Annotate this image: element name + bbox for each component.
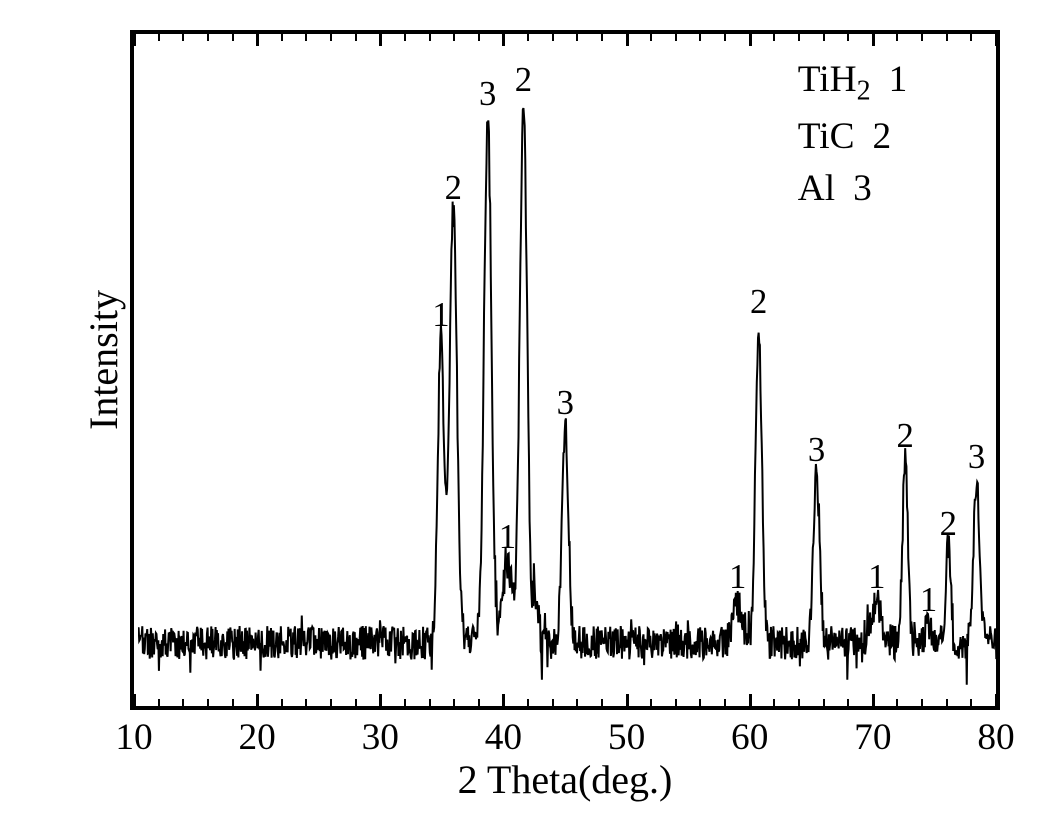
x-major-tick [995,694,998,706]
x-minor-tick [158,34,160,41]
peak-label: 2 [445,169,462,208]
x-minor-tick [453,699,455,706]
x-tick-label: 80 [977,716,1014,759]
x-minor-tick [404,34,406,41]
y-axis-label: Intensity [80,260,127,460]
x-major-tick [133,34,136,46]
x-major-tick [502,694,505,706]
x-minor-tick [946,34,948,41]
peak-labels: 12312312312123 [138,38,1000,710]
x-tick-label: 40 [485,716,522,759]
x-minor-tick [552,699,554,706]
x-minor-tick [798,699,800,706]
x-minor-tick [207,34,209,41]
x-minor-tick [478,34,480,41]
x-minor-tick [601,699,603,706]
x-axis-label: 2 Theta(deg.) [435,756,695,803]
x-major-tick [626,694,629,706]
peak-label: 1 [499,518,516,557]
x-minor-tick [675,699,677,706]
xrd-figure: TiH21TiC2Al3 12312312312123 Intensity 2 … [40,20,1004,817]
x-minor-tick [478,699,480,706]
x-minor-tick [355,34,357,41]
x-minor-tick [823,699,825,706]
x-minor-tick [305,699,307,706]
x-minor-tick [527,699,529,706]
peak-label: 2 [940,505,957,544]
x-minor-tick [232,699,234,706]
x-minor-tick [847,699,849,706]
x-minor-tick [921,699,923,706]
x-minor-tick [158,699,160,706]
peak-label: 2 [515,61,532,100]
x-minor-tick [798,34,800,41]
x-major-tick [502,34,505,46]
x-tick-label: 20 [238,716,275,759]
x-minor-tick [970,34,972,41]
x-minor-tick [896,699,898,706]
x-minor-tick [305,34,307,41]
x-minor-tick [847,34,849,41]
x-minor-tick [330,34,332,41]
x-minor-tick [823,34,825,41]
x-major-tick [749,694,752,706]
x-minor-tick [182,34,184,41]
x-minor-tick [281,34,283,41]
x-minor-tick [650,699,652,706]
x-major-tick [995,34,998,46]
x-minor-tick [699,699,701,706]
x-minor-tick [921,34,923,41]
x-minor-tick [896,34,898,41]
x-major-tick [872,694,875,706]
x-minor-tick [527,34,529,41]
peak-label: 1 [920,581,937,620]
x-major-tick [872,34,875,46]
x-major-tick [133,694,136,706]
x-minor-tick [773,699,775,706]
peak-label: 3 [557,384,574,423]
x-major-tick [256,34,259,46]
x-minor-tick [429,699,431,706]
x-minor-tick [182,699,184,706]
x-minor-tick [970,699,972,706]
x-major-tick [626,34,629,46]
x-major-tick [379,34,382,46]
x-minor-tick [601,34,603,41]
x-major-tick [379,694,382,706]
peak-label: 3 [968,438,985,477]
x-major-tick [749,34,752,46]
peak-label: 1 [432,296,449,335]
x-tick-label: 50 [608,716,645,759]
peak-label: 1 [868,558,885,597]
x-minor-tick [232,34,234,41]
x-minor-tick [946,699,948,706]
plot-area: TiH21TiC2Al3 12312312312123 [130,30,1000,710]
x-major-tick [256,694,259,706]
x-minor-tick [773,34,775,41]
x-minor-tick [552,34,554,41]
x-tick-label: 10 [115,716,152,759]
x-minor-tick [281,699,283,706]
peak-label: 3 [808,431,825,470]
x-minor-tick [650,34,652,41]
x-minor-tick [453,34,455,41]
x-minor-tick [576,34,578,41]
x-minor-tick [724,34,726,41]
x-minor-tick [404,699,406,706]
x-minor-tick [724,699,726,706]
x-tick-label: 70 [854,716,891,759]
x-minor-tick [699,34,701,41]
peak-label: 2 [750,283,767,322]
x-minor-tick [207,699,209,706]
peak-label: 1 [729,558,746,597]
peak-label: 2 [897,417,914,456]
x-minor-tick [675,34,677,41]
x-tick-label: 30 [362,716,399,759]
x-minor-tick [355,699,357,706]
x-minor-tick [429,34,431,41]
x-tick-label: 60 [731,716,768,759]
x-minor-tick [330,699,332,706]
x-minor-tick [576,699,578,706]
peak-label: 3 [479,75,496,114]
